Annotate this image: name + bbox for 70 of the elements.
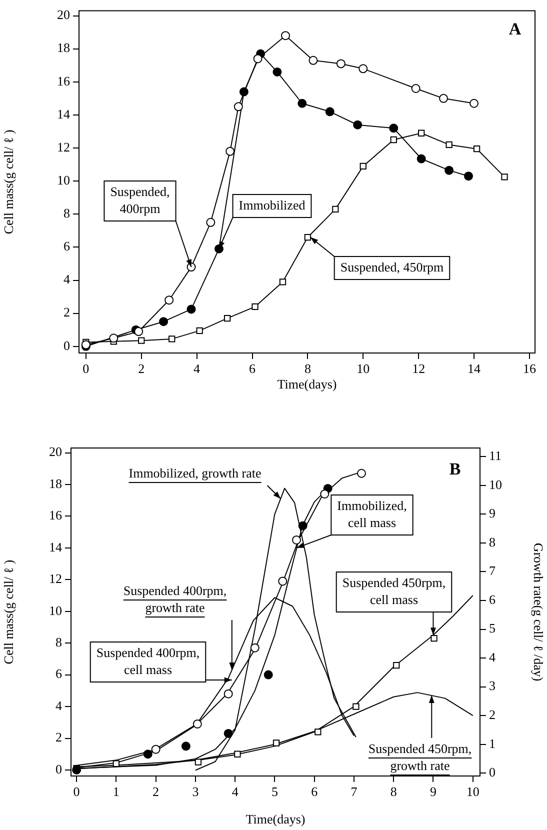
y-tick-label: 14 xyxy=(57,106,70,122)
y-tick-label: 0 xyxy=(56,761,62,776)
x-tick-label: 0 xyxy=(82,361,90,376)
annotation: Suspended, 450rpm xyxy=(340,259,444,274)
y-tick-label: 12 xyxy=(49,571,62,586)
annotation: Suspended 400rpm, cell mass xyxy=(96,644,200,677)
y-tick-label: 18 xyxy=(49,476,62,491)
y-tick-label: 20 xyxy=(57,7,70,22)
y2-tick-label: 8 xyxy=(489,534,496,550)
y2-tick-label: 7 xyxy=(489,563,496,578)
annotation: A xyxy=(508,19,522,38)
x-tick-label: 14 xyxy=(468,361,482,376)
x-tick-label: 4 xyxy=(194,361,201,376)
y2-tick-label: 4 xyxy=(489,649,496,664)
x-tick-label: 7 xyxy=(350,784,358,800)
x-tick-label: 6 xyxy=(249,361,256,376)
y2-tick-label: 5 xyxy=(489,620,496,636)
y2-tick-label: 1 xyxy=(489,736,496,751)
annotation: Suspended 450rpm, growth rate xyxy=(368,740,472,773)
annotation: Suspended 400rpm, growth rate xyxy=(123,582,227,615)
y2-tick-label: 11 xyxy=(489,448,502,464)
y-axis-title: Cell mass(g cell/ ℓ ) xyxy=(1,560,16,664)
y-tick-label: 20 xyxy=(49,444,62,460)
y2-axis-title: Growth rate(g cell/ ℓ /day) xyxy=(530,542,546,682)
annotation: Suspended 450rpm, cell mass xyxy=(342,574,446,607)
y-tick-label: 18 xyxy=(57,40,70,56)
x-tick-label: 6 xyxy=(311,784,318,800)
x-tick-label: 5 xyxy=(271,784,278,800)
y-tick-label: 6 xyxy=(56,666,62,682)
annotation: B xyxy=(449,459,461,478)
annotation: Immobilized, growth rate xyxy=(128,465,262,480)
y-tick-label: 2 xyxy=(56,730,62,745)
y-tick-label: 12 xyxy=(57,139,70,154)
y2-tick-label: 10 xyxy=(489,476,502,492)
y-tick-label: 16 xyxy=(49,508,62,523)
y-tick-label: 4 xyxy=(56,698,62,713)
x-tick-label: 2 xyxy=(152,784,160,800)
y-tick-label: 0 xyxy=(64,338,70,353)
x-axis-title: Time(days) xyxy=(246,812,306,827)
y-tick-label: 10 xyxy=(49,602,62,618)
x-tick-label: 0 xyxy=(73,784,80,800)
x-tick-label: 3 xyxy=(192,784,199,800)
y2-tick-label: 9 xyxy=(489,506,496,521)
y-tick-label: 14 xyxy=(49,539,62,554)
annotation: Immobilized xyxy=(238,197,306,212)
y-tick-label: 6 xyxy=(64,238,70,254)
annotation: Immobilized, cell mass xyxy=(337,498,407,530)
x-tick-label: 10 xyxy=(356,361,370,376)
y-tick-label: 10 xyxy=(57,172,70,188)
y2-tick-label: 0 xyxy=(489,764,496,780)
x-tick-label: 4 xyxy=(232,784,239,800)
x-tick-label: 16 xyxy=(522,361,536,376)
y-tick-label: 16 xyxy=(57,73,70,88)
x-tick-label: 1 xyxy=(112,784,120,800)
y2-tick-label: 6 xyxy=(489,592,496,607)
x-tick-label: 8 xyxy=(304,361,311,376)
y2-tick-label: 3 xyxy=(489,678,496,694)
x-tick-label: 10 xyxy=(466,784,480,800)
x-tick-label: 2 xyxy=(138,361,145,376)
x-tick-label: 9 xyxy=(430,784,436,800)
y-tick-label: 8 xyxy=(56,634,62,650)
y-tick-label: 2 xyxy=(64,304,70,320)
x-axis-title: Time(days) xyxy=(277,376,337,392)
y-tick-label: 4 xyxy=(64,272,70,287)
x-tick-label: 8 xyxy=(390,784,397,800)
y-tick-label: 8 xyxy=(64,206,70,221)
y-axis-title: Cell mass(g cell/ ℓ ) xyxy=(1,130,16,234)
x-tick-label: 12 xyxy=(412,361,426,376)
y2-tick-label: 2 xyxy=(489,707,496,722)
annotation: Suspended, 400rpm xyxy=(110,184,170,216)
